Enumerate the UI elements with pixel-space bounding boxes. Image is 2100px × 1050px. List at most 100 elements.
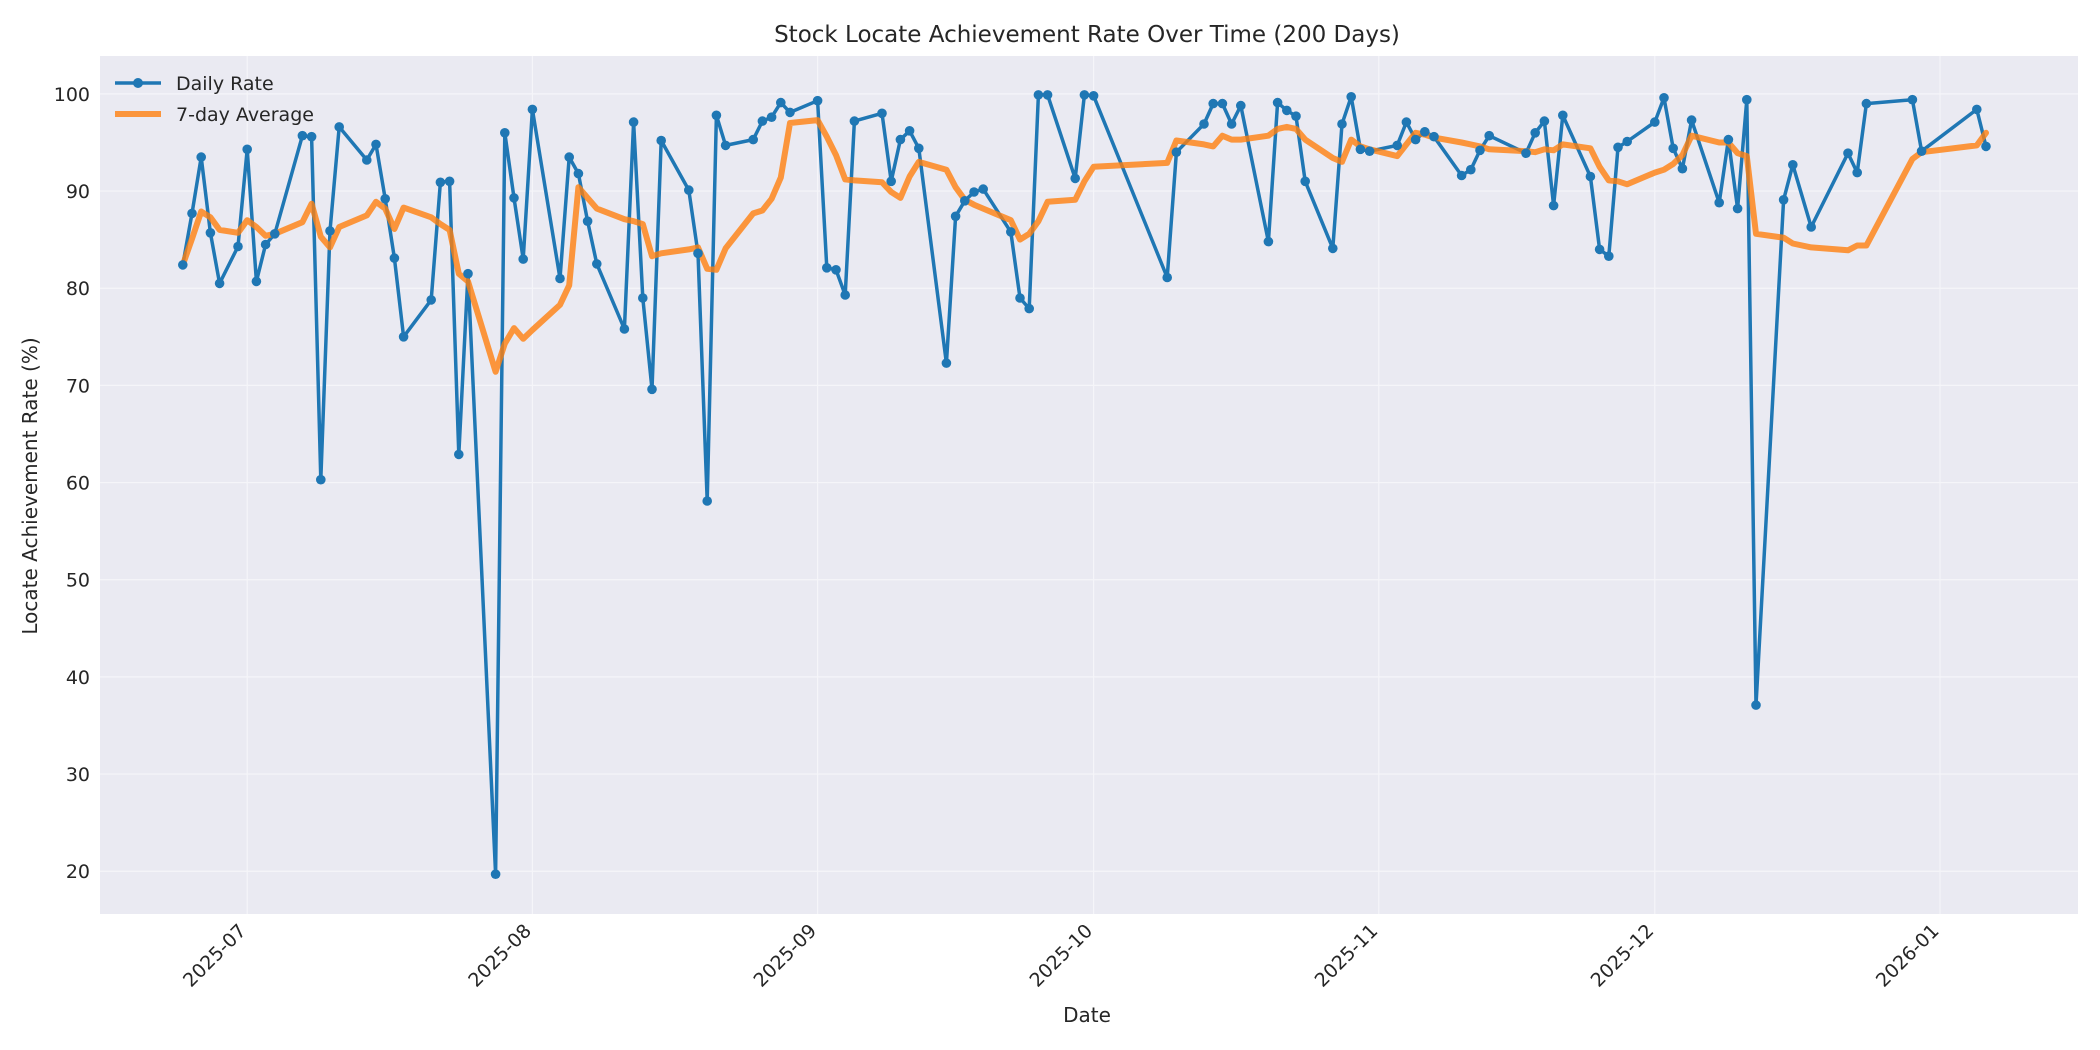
daily-rate-point	[1530, 128, 1540, 138]
daily-rate-point	[702, 496, 712, 506]
daily-rate-point	[1788, 160, 1798, 170]
daily-rate-point	[518, 254, 528, 264]
daily-rate-point	[1199, 119, 1209, 129]
daily-rate-point	[426, 295, 437, 305]
y-tick-label: 90	[66, 181, 90, 203]
y-axis-ticks: 20 30 40 50 60 70 80 90 100	[54, 84, 90, 883]
daily-rate-point	[1714, 197, 1724, 208]
daily-rate-point	[1594, 244, 1605, 255]
daily-rate-point	[1355, 144, 1366, 155]
daily-rate-point	[720, 140, 731, 151]
daily-rate-point	[895, 134, 906, 145]
daily-rate-point	[831, 265, 841, 275]
daily-rate-point	[1171, 147, 1182, 157]
daily-rate-point	[316, 474, 326, 485]
y-tick-label: 20	[66, 861, 90, 883]
daily-rate-point	[1208, 98, 1218, 109]
daily-rate-point	[582, 216, 593, 226]
y-tick-label: 50	[66, 570, 90, 592]
daily-rate-point	[564, 152, 574, 162]
daily-rate-point	[490, 869, 501, 879]
daily-rate-point	[1079, 90, 1090, 100]
daily-rate-point	[1916, 146, 1927, 156]
daily-rate-point	[509, 193, 519, 203]
daily-rate-point	[776, 97, 786, 108]
daily-rate-point	[1466, 164, 1476, 175]
daily-rate-point	[840, 290, 850, 300]
daily-rate-point	[1033, 90, 1044, 100]
daily-rate-point	[592, 259, 602, 269]
daily-rate-point	[325, 226, 335, 236]
daily-rate-point	[389, 253, 400, 263]
daily-rate-point	[960, 196, 970, 206]
daily-rate-point	[886, 176, 896, 187]
daily-rate-point	[1272, 97, 1283, 108]
daily-rate-point	[555, 273, 565, 284]
daily-rate-point	[785, 107, 795, 118]
daily-rate-point	[380, 194, 391, 204]
daily-rate-point	[306, 131, 317, 142]
x-axis-label: Date	[1063, 1003, 1111, 1027]
daily-rate-point	[1732, 203, 1743, 214]
daily-rate-point	[849, 116, 860, 126]
daily-rate-point	[1604, 251, 1614, 261]
daily-rate-point	[969, 187, 979, 197]
daily-rate-point	[1456, 170, 1467, 181]
daily-rate-point	[748, 134, 758, 145]
daily-rate-point	[196, 152, 206, 162]
daily-rate-point	[1585, 171, 1596, 182]
daily-rate-point	[527, 104, 538, 115]
seven-day-average-line	[179, 117, 1989, 375]
daily-rate-point	[638, 293, 648, 303]
daily-rate-point	[1972, 104, 1982, 115]
daily-rate-point	[711, 110, 722, 121]
daily-rate-point	[260, 239, 271, 250]
daily-rate-point	[1070, 173, 1080, 184]
daily-rate-point	[1659, 93, 1669, 103]
daily-rate-point	[1723, 134, 1734, 145]
legend-7-day-average-label: 7-day Average	[176, 104, 314, 126]
daily-rate-point	[1686, 115, 1697, 125]
daily-rate-point	[1006, 227, 1016, 237]
y-tick-label: 70	[66, 375, 90, 397]
daily-rate-point	[1981, 141, 1991, 152]
daily-rate-point	[812, 95, 823, 106]
daily-rate-point	[1364, 146, 1375, 156]
daily-rate-point	[1226, 119, 1237, 129]
y-axis-label: Locate Achievement Rate (%)	[18, 337, 42, 634]
plot-area	[100, 56, 2078, 914]
daily-rate-point	[1539, 116, 1550, 126]
daily-rate-point	[573, 168, 584, 179]
daily-rate-point	[270, 229, 280, 239]
daily-rate-point	[1558, 110, 1568, 121]
daily-rate-point	[1015, 293, 1025, 303]
daily-rate-point	[1088, 91, 1099, 101]
y-tick-label: 80	[66, 278, 90, 300]
daily-rate-point	[444, 176, 455, 187]
daily-rate-point	[822, 263, 832, 273]
daily-rate-point	[371, 139, 381, 150]
daily-rate-point	[500, 128, 510, 138]
daily-rate-point	[463, 268, 473, 279]
daily-rate-point	[647, 384, 657, 395]
daily-rate-point	[297, 130, 308, 141]
legend-daily-rate-label: Daily Rate	[176, 73, 274, 95]
daily-rate-point	[334, 122, 345, 132]
daily-rate-point	[950, 211, 961, 222]
daily-rate-point	[1429, 131, 1439, 142]
daily-rate-point	[233, 241, 243, 252]
daily-rate-point	[877, 108, 887, 119]
daily-rate-point	[1346, 92, 1356, 102]
daily-rate-point	[1217, 98, 1228, 109]
daily-rate-point	[435, 177, 446, 188]
daily-rate-point	[1282, 105, 1292, 116]
daily-rate-point	[1420, 127, 1430, 137]
y-tick-label: 100	[54, 84, 90, 106]
daily-rate-point	[628, 117, 639, 127]
daily-rate-point	[1742, 94, 1752, 105]
legend: Daily Rate 7-day Average	[115, 73, 314, 126]
daily-rate-point	[205, 228, 216, 238]
daily-rate-point	[1162, 272, 1172, 283]
daily-rate-point	[1650, 117, 1660, 127]
daily-rate-point	[1677, 163, 1688, 174]
